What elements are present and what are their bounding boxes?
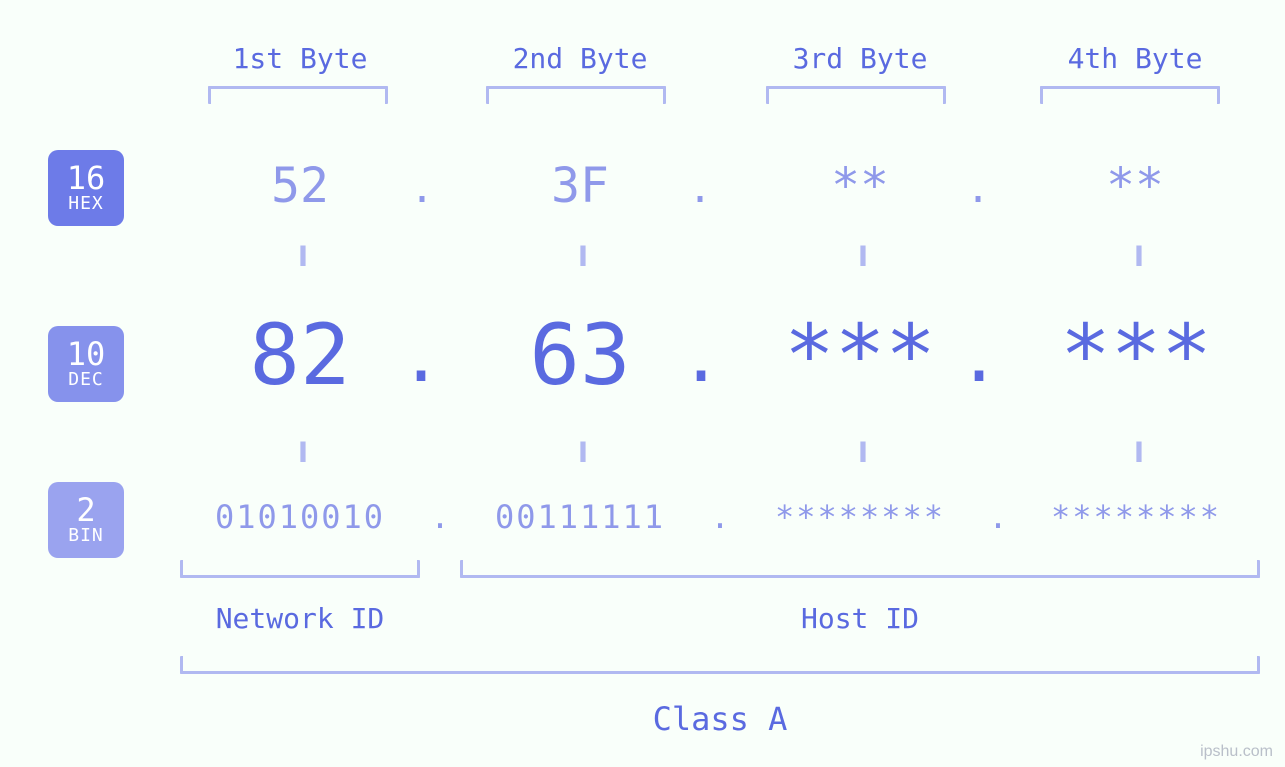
ip-diagram: 1st Byte 2nd Byte 3rd Byte 4th Byte 16 H… <box>0 0 1285 767</box>
bracket-top-4 <box>1040 86 1220 104</box>
hex-byte-2: 3F <box>480 158 680 214</box>
network-id-label: Network ID <box>180 602 420 635</box>
bracket-class <box>180 656 1260 674</box>
byte-label-2: 2nd Byte <box>480 42 680 75</box>
dec-byte-4: *** <box>1016 306 1256 404</box>
dec-byte-2: 63 <box>460 306 700 404</box>
byte-label-3: 3rd Byte <box>760 42 960 75</box>
badge-dec-label: DEC <box>68 371 104 390</box>
dec-dot-1: . <box>400 316 440 398</box>
hex-dec-eq-2: II <box>560 240 600 274</box>
badge-hex: 16 HEX <box>48 150 124 226</box>
hex-byte-4: ** <box>1035 158 1235 214</box>
dec-dot-3: . <box>958 316 998 398</box>
byte-label-4: 4th Byte <box>1035 42 1235 75</box>
watermark: ipshu.com <box>1200 743 1273 761</box>
dec-bin-eq-4: II <box>1116 436 1156 470</box>
dec-byte-3: *** <box>740 306 980 404</box>
bin-byte-4: ******** <box>1006 498 1266 536</box>
bracket-top-1 <box>208 86 388 104</box>
byte-label-1: 1st Byte <box>200 42 400 75</box>
hex-dec-eq-1: II <box>280 240 320 274</box>
dec-bin-eq-1: II <box>280 436 320 470</box>
bracket-host-id <box>460 560 1260 578</box>
hex-dec-eq-4: II <box>1116 240 1156 274</box>
dec-bin-eq-2: II <box>560 436 600 470</box>
hex-byte-1: 52 <box>200 158 400 214</box>
badge-hex-base: 16 <box>67 162 106 196</box>
bin-byte-3: ******** <box>730 498 990 536</box>
host-id-label: Host ID <box>460 602 1260 635</box>
bracket-network-id <box>180 560 420 578</box>
badge-bin-label: BIN <box>68 527 104 546</box>
dec-bin-eq-3: II <box>840 436 880 470</box>
bin-dot-1: . <box>430 498 450 536</box>
dec-dot-2: . <box>680 316 720 398</box>
badge-bin-base: 2 <box>76 494 95 528</box>
class-label: Class A <box>180 700 1260 738</box>
bin-dot-3: . <box>988 498 1008 536</box>
hex-dot-1: . <box>402 166 442 212</box>
bin-byte-2: 00111111 <box>450 498 710 536</box>
badge-hex-label: HEX <box>68 195 104 214</box>
hex-dot-3: . <box>958 166 998 212</box>
bracket-top-2 <box>486 86 666 104</box>
badge-dec-base: 10 <box>67 338 106 372</box>
bin-dot-2: . <box>710 498 730 536</box>
badge-dec: 10 DEC <box>48 326 124 402</box>
dec-byte-1: 82 <box>180 306 420 404</box>
hex-dec-eq-3: II <box>840 240 880 274</box>
hex-byte-3: ** <box>760 158 960 214</box>
badge-bin: 2 BIN <box>48 482 124 558</box>
hex-dot-2: . <box>680 166 720 212</box>
bin-byte-1: 01010010 <box>170 498 430 536</box>
bracket-top-3 <box>766 86 946 104</box>
